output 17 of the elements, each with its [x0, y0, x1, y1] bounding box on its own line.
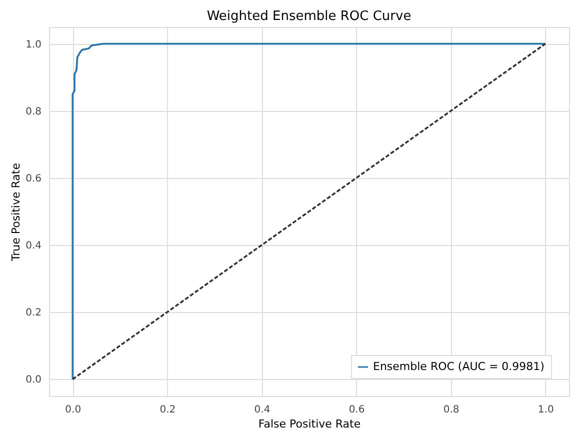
- line-series: [72, 42, 546, 380]
- x-tick-label: 0.4: [254, 404, 270, 416]
- y-tick-label: 1.0: [26, 39, 42, 50]
- chart-title: Weighted Ensemble ROC Curve: [206, 9, 412, 24]
- y-tick-label: 0.6: [26, 173, 42, 184]
- x-tick-label: 0.6: [348, 404, 365, 416]
- legend-label: Ensemble ROC (AUC = 0.9981): [373, 360, 544, 373]
- y-tick-label: 0.4: [26, 240, 42, 252]
- x-tick-label: 0.0: [65, 404, 82, 416]
- x-tick-label: 0.2: [160, 404, 176, 416]
- y-tick-label: 0.0: [26, 374, 42, 386]
- y-tick-label: 0.2: [26, 308, 42, 319]
- y-axis-title: True Positive Rate: [10, 162, 23, 262]
- y-tick-label: 0.8: [26, 106, 42, 118]
- x-tick-label: 0.8: [443, 404, 460, 416]
- x-tick-label: 1.0: [538, 404, 554, 416]
- x-axis-title: False Positive Rate: [258, 418, 361, 430]
